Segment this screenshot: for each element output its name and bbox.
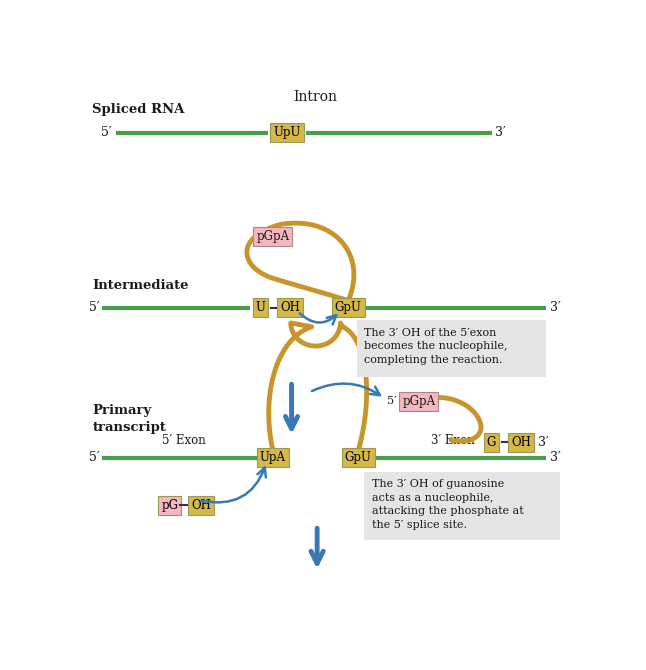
Text: Spliced RNA: Spliced RNA [92,103,185,116]
Text: U: U [256,301,266,314]
Text: The 3′ OH of the 5′exon
becomes the nucleophile,
completing the reaction.: The 3′ OH of the 5′exon becomes the nucl… [364,328,508,364]
Text: GpU: GpU [335,301,362,314]
Text: Intermediate: Intermediate [92,279,189,293]
Text: UpU: UpU [273,126,300,139]
Text: Intron: Intron [293,90,338,104]
Text: 5′: 5′ [101,126,112,139]
Text: 3′: 3′ [550,301,561,314]
Text: Primary
transcript: Primary transcript [92,404,166,434]
FancyBboxPatch shape [364,472,559,540]
Text: UpA: UpA [260,451,286,464]
Text: 5′: 5′ [89,451,100,464]
Text: 3′: 3′ [550,451,561,464]
Text: 5′: 5′ [387,397,397,407]
Text: GpU: GpU [345,451,371,464]
Text: 5′: 5′ [89,301,100,314]
FancyBboxPatch shape [357,320,546,377]
Text: OH: OH [280,301,300,314]
Text: pGpA: pGpA [402,395,435,408]
Text: The 3′ OH of guanosine
acts as a nucleophile,
attacking the phosphate at
the 5′ : The 3′ OH of guanosine acts as a nucleop… [372,479,524,530]
Text: G: G [487,436,496,449]
Text: OH: OH [511,436,531,449]
Text: 3′: 3′ [495,126,505,139]
Text: 3′ Exon: 3′ Exon [431,434,475,447]
Text: 5′ Exon: 5′ Exon [162,434,205,447]
Text: pGpA: pGpA [256,230,289,243]
Text: 3′: 3′ [538,436,549,449]
Text: OH: OH [191,499,211,512]
Text: pG: pG [162,499,178,512]
